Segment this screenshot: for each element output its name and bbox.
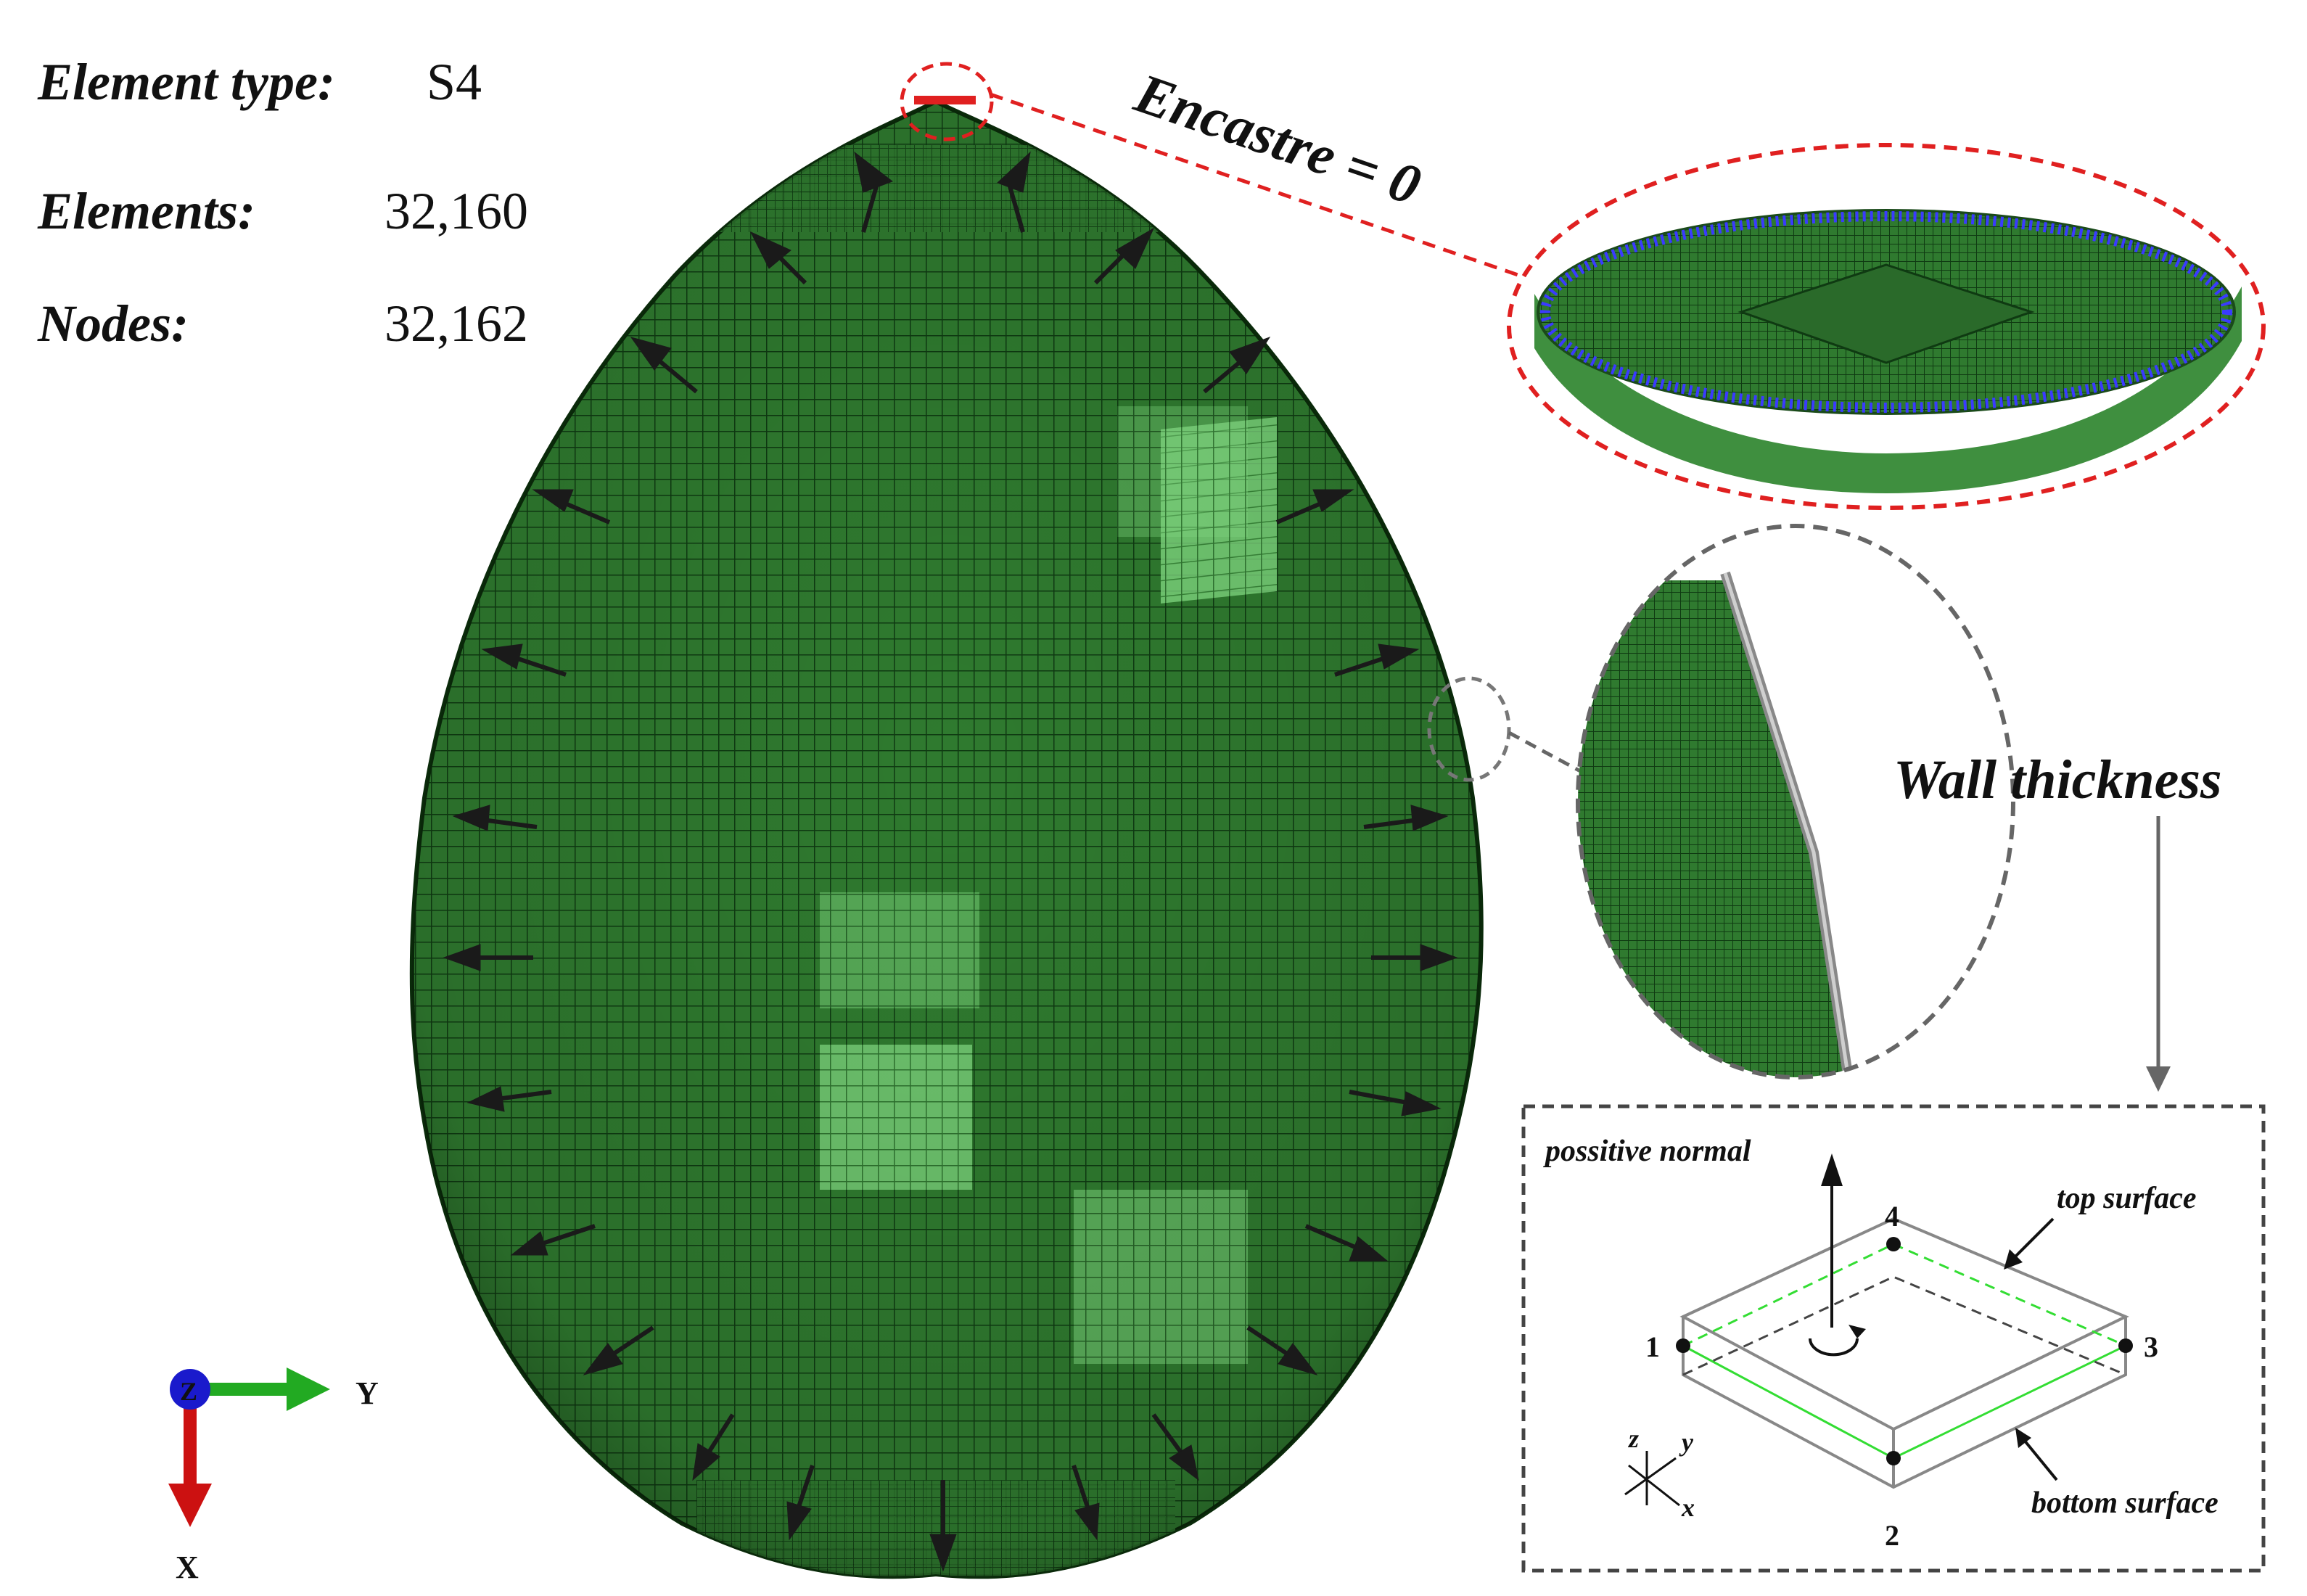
encastre-inset	[1507, 143, 2266, 510]
global-axis-z: Z	[180, 1377, 197, 1406]
pressure-arrow	[854, 151, 894, 233]
pressure-arrow	[1363, 805, 1449, 831]
pressure-arrow	[1371, 944, 1458, 971]
pressure-arrow	[786, 1465, 815, 1541]
pressure-arrow	[443, 944, 533, 971]
local-axis-z: z	[1627, 1424, 1639, 1453]
pressure-arrow	[749, 231, 807, 285]
node-1-label: 1	[1645, 1330, 1660, 1363]
elements-label: Elements:	[38, 182, 255, 240]
elements-value: 32,160	[384, 182, 528, 240]
pressure-arrow	[1151, 1413, 1199, 1481]
pressure-arrow	[1072, 1465, 1100, 1541]
pressure-arrow	[452, 805, 538, 831]
global-axis-y: Y	[355, 1375, 379, 1411]
disk-rim	[1534, 287, 2242, 493]
wall-section-mesh	[1578, 580, 1846, 1077]
pressure-arrow	[481, 643, 567, 677]
pressure-arrow	[510, 1224, 596, 1256]
encastre-label: Encastre = 0	[1127, 60, 1428, 217]
node-4	[1886, 1237, 1901, 1251]
pressure-arrow	[1203, 337, 1271, 394]
disk-center-square	[1738, 263, 2035, 364]
pressure-arrow	[1349, 1090, 1442, 1116]
nodes-value: 32,162	[384, 295, 528, 353]
pressure-arrow	[1246, 1325, 1318, 1375]
pressure-arrow	[1334, 643, 1420, 677]
wall-thickness-label: Wall thickness	[1893, 749, 2222, 810]
shell-element-diagram: possitive normal top surface bottom surf…	[1521, 1104, 2266, 1573]
thickness-pick-circle	[1427, 676, 1511, 782]
element-type-label: Element type:	[38, 53, 335, 111]
global-axes-triad: Z Y X	[168, 1367, 379, 1585]
pressure-arrow	[1093, 227, 1155, 285]
bottom-surface-label: bottom surface	[2031, 1486, 2218, 1520]
shell-model	[409, 99, 1484, 1579]
node-2	[1886, 1451, 1901, 1465]
local-axis-x: x	[1681, 1493, 1695, 1522]
node-3	[2118, 1338, 2133, 1353]
pressure-arrow	[583, 1325, 654, 1375]
encastre-circle	[900, 62, 994, 141]
nodes-label: Nodes:	[38, 295, 189, 353]
local-axis-y: y	[1679, 1428, 1694, 1457]
wall-thickness-callout: Wall thickness	[1427, 524, 2222, 1092]
rotation-arc	[1809, 1338, 1859, 1357]
pressure-arrow	[997, 151, 1031, 233]
thickness-zoom-boundary	[1576, 524, 2015, 1079]
pressure-arrow	[532, 489, 611, 525]
pressure-arrow	[692, 1413, 735, 1481]
encastre-callout-line	[990, 92, 1531, 281]
element-type-value: S4	[427, 53, 482, 111]
constraint-ring	[1540, 211, 2232, 413]
top-surface-label: top surface	[2057, 1182, 2197, 1215]
node-1	[1676, 1338, 1690, 1353]
z-axis-dot	[170, 1369, 210, 1410]
positive-normal-label: possitive normal	[1543, 1135, 1751, 1168]
local-axes-triad	[1624, 1451, 1680, 1507]
pressure-arrows	[443, 151, 1458, 1572]
pressure-arrow	[1304, 1224, 1389, 1262]
y-axis-arrowhead	[287, 1367, 330, 1411]
node-3-label: 3	[2144, 1330, 2158, 1363]
pressure-arrow	[466, 1086, 552, 1112]
x-axis-arrowhead	[168, 1484, 212, 1527]
pressure-arrow	[1275, 489, 1354, 525]
node-2-label: 2	[1885, 1519, 1899, 1552]
pressure-arrow	[630, 337, 698, 394]
global-axis-x: X	[176, 1550, 199, 1585]
pressure-arrow	[929, 1480, 957, 1572]
node-4-label: 4	[1885, 1200, 1899, 1233]
